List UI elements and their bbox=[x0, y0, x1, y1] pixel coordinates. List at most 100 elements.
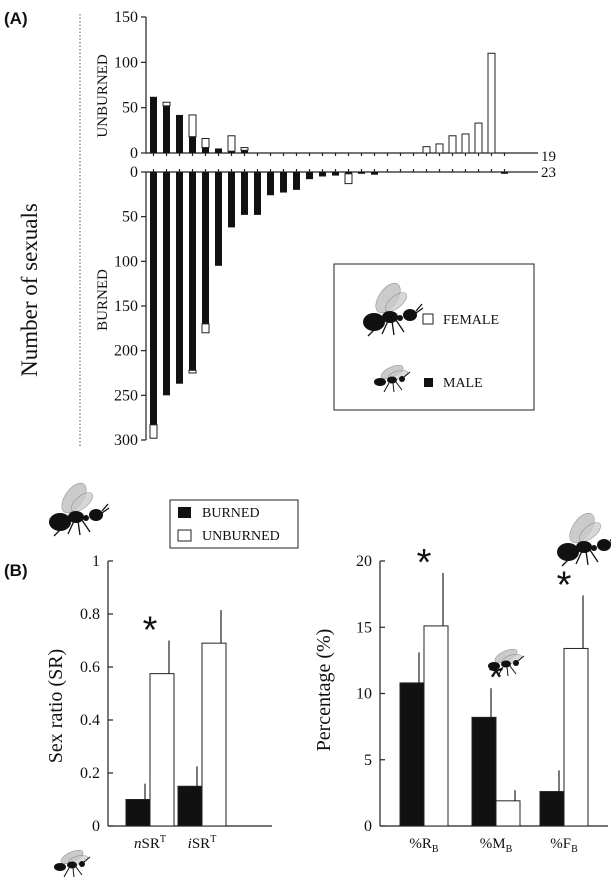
burned-male-bar bbox=[267, 172, 274, 196]
percentage-category-label: %RB bbox=[409, 836, 439, 855]
burned-male-bar bbox=[241, 172, 248, 215]
percentage-y-tick-label: 10 bbox=[356, 686, 372, 703]
burned-male-bar bbox=[332, 172, 339, 176]
unburned-female-bar bbox=[227, 135, 236, 152]
sex-ratio-unburned-bar bbox=[149, 673, 175, 827]
legend-unburned-label: UNBURNED bbox=[202, 529, 280, 544]
panel-a-label: (A) bbox=[4, 9, 28, 28]
percentage-bar-chart: 0 5 10 15 20 * %RB * %MB * %FB bbox=[356, 542, 608, 855]
burned-male-bar bbox=[228, 172, 235, 228]
burned-y-tick-label: 50 bbox=[122, 209, 138, 226]
burned-y-tick-label: 200 bbox=[114, 343, 138, 360]
burned-y-tick-label: 100 bbox=[114, 253, 138, 270]
burned-male-bar bbox=[345, 172, 352, 174]
percentage-significance-mark: * bbox=[489, 657, 504, 699]
unburned-male-bar bbox=[202, 147, 209, 153]
legend-burned-label: BURNED bbox=[202, 506, 260, 521]
unburned-female-bar bbox=[448, 135, 457, 154]
sex-ratio-unburned-bar bbox=[201, 642, 227, 827]
percentage-category-label: %FB bbox=[550, 836, 578, 855]
legend-female-label: FEMALE bbox=[443, 313, 499, 328]
panel-b-female-ant-icon bbox=[48, 478, 110, 537]
percentage-y-tick-label: 5 bbox=[364, 752, 372, 769]
unburned-y-tick-label: 50 bbox=[122, 100, 138, 117]
burned-colony-count: 23 bbox=[541, 165, 556, 181]
unburned-y-tick-label: 0 bbox=[130, 145, 138, 162]
unburned-female-bar bbox=[422, 146, 431, 154]
percentage-y-tick-label: 20 bbox=[356, 553, 372, 570]
percentage-burned-bar bbox=[539, 791, 565, 827]
unburned-label: UNBURNED bbox=[95, 54, 111, 138]
unburned-bar-chart: 0 50 100 150 bbox=[114, 9, 538, 162]
sex-ratio-y-tick-label: 0.8 bbox=[80, 606, 100, 623]
legend-burned-swatch bbox=[178, 507, 191, 518]
unburned-female-bar bbox=[474, 122, 483, 154]
burned-male-bar bbox=[358, 172, 365, 174]
percentage-significance-mark: * bbox=[557, 564, 572, 606]
unburned-male-bar bbox=[176, 114, 183, 153]
burned-y-tick-label: 150 bbox=[114, 298, 138, 315]
unburned-female-bar bbox=[435, 143, 444, 154]
unburned-male-bar bbox=[241, 150, 248, 153]
unburned-female-bar bbox=[188, 114, 197, 138]
burned-female-bar bbox=[201, 323, 210, 334]
panel-b-left-ylabel: Sex ratio (SR) bbox=[45, 649, 67, 763]
unburned-female-bar bbox=[162, 101, 171, 107]
sex-ratio-category-label: iSRT bbox=[188, 834, 217, 852]
sex-ratio-burned-bar bbox=[125, 799, 151, 827]
burned-male-bar bbox=[215, 172, 222, 266]
unburned-male-bar bbox=[228, 151, 235, 153]
burned-male-bar bbox=[202, 172, 209, 324]
sex-ratio-y-tick-label: 0 bbox=[92, 818, 100, 835]
burned-male-bar bbox=[293, 172, 300, 190]
sex-ratio-burned-bar bbox=[177, 785, 203, 827]
percentage-y-tick-label: 0 bbox=[364, 818, 372, 835]
burned-female-bar bbox=[344, 173, 353, 185]
legend-male-label: MALE bbox=[443, 376, 483, 391]
burned-male-bar bbox=[306, 172, 313, 180]
panel-a-ylabel: Number of sexuals bbox=[17, 203, 42, 377]
burned-y-tick-label: 250 bbox=[114, 387, 138, 404]
unburned-female-bar bbox=[487, 52, 496, 154]
sex-ratio-bar-chart: 0 0.2 0.4 0.6 0.8 1 * nSRT iSRT bbox=[80, 553, 272, 852]
burned-y-tick-label: 0 bbox=[130, 164, 138, 181]
panel-b-male-ant-icon bbox=[53, 846, 91, 878]
burned-male-bar bbox=[189, 172, 196, 371]
burned-male-bar bbox=[280, 172, 287, 193]
percentage-category-label: %MB bbox=[480, 836, 513, 855]
sex-ratio-y-tick-label: 0.6 bbox=[80, 659, 100, 676]
unburned-female-bar bbox=[201, 137, 210, 149]
burned-male-bar bbox=[371, 172, 378, 175]
burned-male-bar bbox=[150, 172, 157, 425]
sex-ratio-y-tick-label: 0.2 bbox=[80, 765, 100, 782]
burned-female-bar bbox=[149, 424, 158, 439]
burned-bar-chart: 0 50 100 150 200 250 300 bbox=[114, 164, 538, 449]
unburned-male-bar bbox=[189, 136, 196, 153]
panel-b-label: (B) bbox=[4, 561, 28, 580]
unburned-y-tick-label: 100 bbox=[114, 54, 138, 71]
burned-label: BURNED bbox=[95, 269, 111, 331]
panel-b-right-ylabel: Percentage (%) bbox=[313, 629, 335, 752]
percentage-unburned-bar bbox=[495, 800, 521, 827]
unburned-female-bar bbox=[240, 147, 249, 151]
legend-unburned-swatch bbox=[177, 529, 192, 542]
percentage-y-tick-label: 15 bbox=[356, 619, 372, 636]
sex-ratio-y-tick-label: 1 bbox=[92, 553, 100, 570]
unburned-male-bar bbox=[163, 105, 170, 153]
unburned-male-bar bbox=[150, 96, 157, 153]
burned-y-tick-label: 300 bbox=[114, 432, 138, 449]
sex-ratio-y-tick-label: 0.4 bbox=[80, 712, 100, 729]
sex-ratio-category-label: nSRT bbox=[134, 834, 166, 852]
burned-female-bar bbox=[188, 369, 197, 374]
legend-male-swatch bbox=[424, 378, 433, 387]
percentage-burned-bar bbox=[399, 682, 425, 827]
sex-ratio-significance-mark: * bbox=[143, 610, 158, 652]
burned-male-bar bbox=[176, 172, 183, 384]
panel-a-legend bbox=[333, 263, 535, 411]
panel-b-right-female-ant-icon bbox=[556, 508, 611, 567]
percentage-burned-bar bbox=[471, 716, 497, 827]
percentage-significance-mark: * bbox=[417, 542, 432, 584]
unburned-male-bar bbox=[215, 148, 222, 153]
burned-male-bar bbox=[501, 172, 508, 174]
